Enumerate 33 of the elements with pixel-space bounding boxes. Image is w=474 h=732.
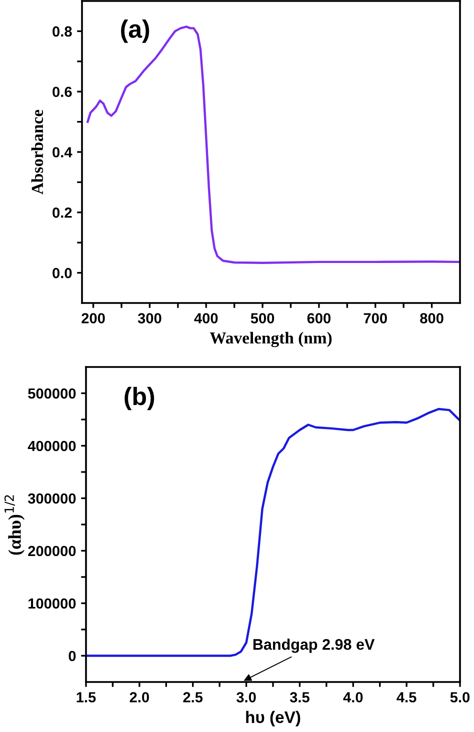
y-tick-label: 300000	[28, 493, 76, 504]
x-tick-label: 800	[420, 313, 444, 324]
y-tick-label: 200000	[28, 546, 76, 556]
y-axis-title: (αhυ)$^{1/2}$	[4, 495, 25, 555]
y-tick-label: 0.0	[52, 268, 72, 278]
x-tick-label: 300	[138, 313, 162, 324]
annotation: (b)	[124, 386, 154, 410]
x-tick-label: 2.5	[183, 692, 203, 702]
y-tick-label: 0.6	[52, 86, 72, 98]
x-tick-label: 3.5	[290, 692, 310, 702]
y-axis-title: Absorbance	[31, 110, 44, 194]
y-tick-label: 0.8	[52, 26, 72, 37]
y-tick-label: 400000	[28, 440, 76, 452]
annotation: Bandgap 2.98 eV	[253, 638, 375, 653]
x-tick-label: 3.0	[236, 692, 256, 702]
x-axis-title: hυ (eV)	[246, 710, 300, 726]
x-tick-label: 4.0	[343, 692, 363, 702]
x-tick-label: 5.0	[450, 692, 470, 702]
x-tick-label: 400	[194, 313, 218, 324]
x-tick-label: 700	[364, 313, 387, 324]
x-tick-label: 600	[307, 313, 331, 324]
y-tick-label: 0	[68, 650, 76, 662]
y-tick-label: 0.4	[52, 147, 72, 158]
x-axis-title: Wavelength (nm)	[210, 332, 332, 348]
y-tick-label: 500000	[28, 388, 76, 399]
x-tick-label: 1.5	[76, 692, 96, 702]
x-tick-label: 4.5	[396, 692, 416, 702]
y-tick-label: 100000	[28, 598, 76, 609]
x-tick-label: 500	[250, 313, 274, 324]
y-tick-label: 0.2	[52, 208, 72, 218]
annotation: (a)	[121, 20, 150, 43]
x-tick-label: 2.0	[130, 692, 149, 702]
x-tick-label: 200	[82, 313, 105, 324]
